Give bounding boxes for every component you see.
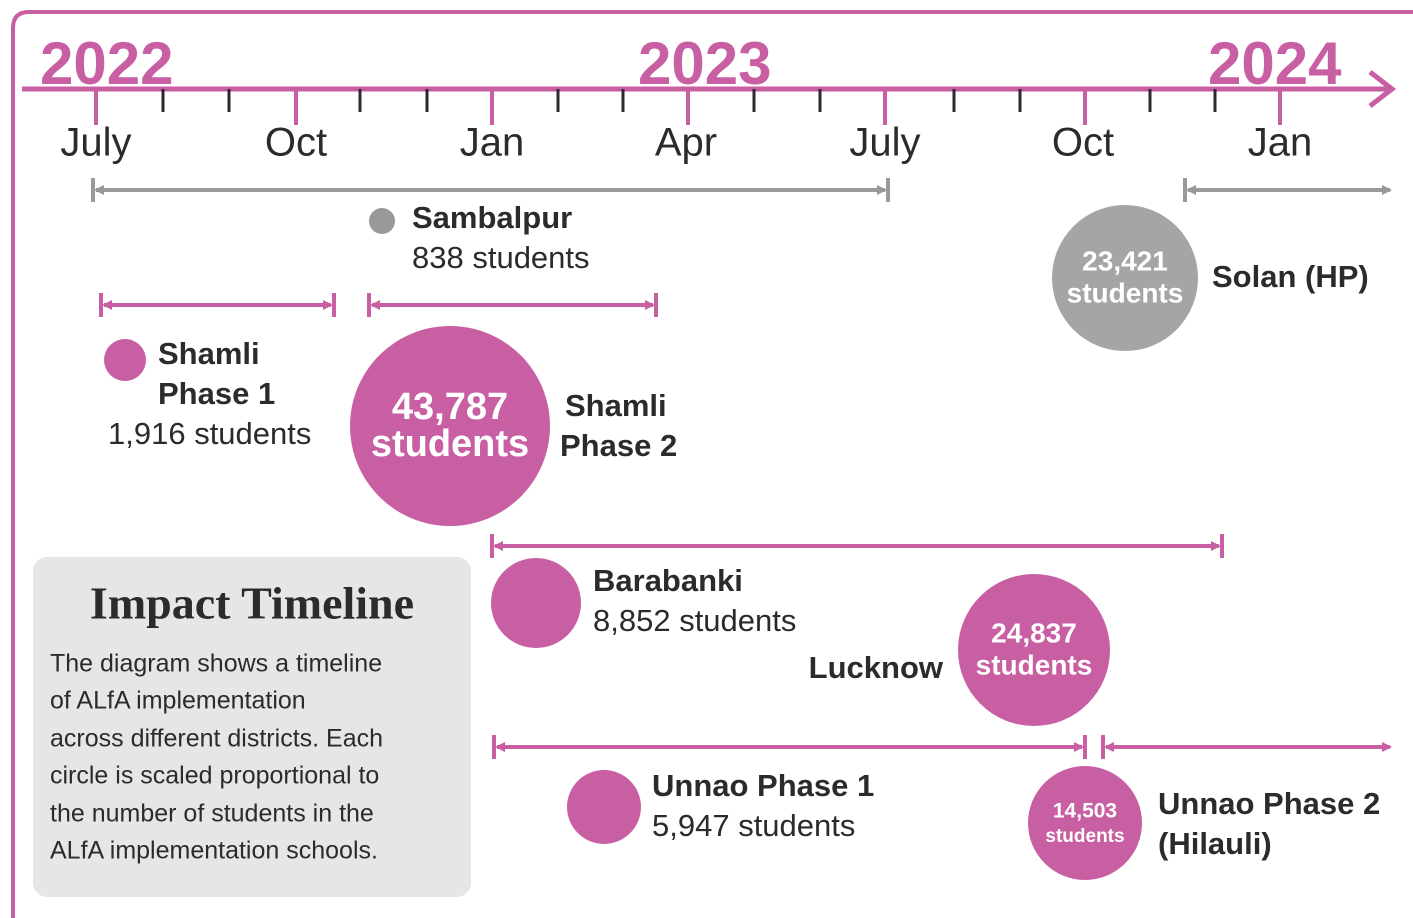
student-count: 5,947 students: [652, 808, 855, 843]
circle-label: students: [1067, 277, 1184, 308]
frame: [11, 10, 1413, 918]
circle-label: students: [1045, 826, 1124, 847]
year-label: 2024: [1208, 30, 1342, 97]
month-label: Oct: [1052, 121, 1114, 165]
circle-count: 23,421: [1082, 245, 1168, 276]
district-circle: [567, 770, 641, 844]
student-count: 1,916 students: [108, 416, 311, 451]
district-circle: [491, 558, 581, 648]
district-name: Sambalpur: [412, 200, 572, 235]
district-name: Lucknow: [809, 650, 944, 685]
info-text: The diagram shows a timeline: [50, 650, 382, 678]
district-name: Phase 2: [560, 428, 677, 463]
month-label: Apr: [655, 121, 717, 165]
info-text: ALfA implementation schools.: [50, 837, 378, 865]
district-name: Unnao Phase 1: [652, 768, 874, 803]
month-label: July: [60, 121, 131, 165]
minor-ticks: [161, 89, 1217, 112]
district-circle: [1028, 766, 1142, 880]
district-name: Phase 1: [158, 376, 275, 411]
axis-arrow: [1368, 70, 1397, 108]
month-label: Jan: [460, 121, 525, 165]
info-text: circle is scaled proportional to: [50, 762, 379, 790]
district-circle: [350, 326, 550, 526]
month-label: July: [849, 121, 920, 165]
info-text: across different districts. Each: [50, 725, 383, 753]
district-circle: [958, 574, 1110, 726]
info-text: of ALfA implementation: [50, 687, 306, 715]
year-label: 2022: [40, 30, 173, 97]
info-text: the number of students in the: [50, 800, 374, 828]
district-circle: [1052, 205, 1198, 351]
info-box: [33, 557, 471, 897]
district-dot: [104, 339, 146, 381]
district-name: Shamli: [158, 336, 260, 371]
month-label: Jan: [1248, 121, 1313, 165]
circle-count: 43,787: [392, 386, 508, 428]
district-name: Unnao Phase 2: [1158, 786, 1380, 821]
student-count: 838 students: [412, 240, 590, 275]
month-label: Oct: [265, 121, 327, 165]
district-dot: [369, 208, 395, 234]
student-count: 8,852 students: [593, 603, 796, 638]
ranges: [91, 178, 1392, 759]
district-name: Barabanki: [593, 563, 743, 598]
circle-count: 14,503: [1053, 800, 1117, 823]
circle-count: 24,837: [991, 617, 1077, 648]
district-name: Solan (HP): [1212, 259, 1369, 294]
major-ticks: [94, 89, 1282, 125]
district-name: Shamli: [565, 388, 667, 423]
info-title: Impact Timeline: [90, 578, 414, 629]
circle-label: students: [371, 423, 529, 465]
district-name: (Hilauli): [1158, 826, 1272, 861]
circle-label: students: [976, 649, 1093, 680]
year-label: 2023: [638, 30, 771, 97]
